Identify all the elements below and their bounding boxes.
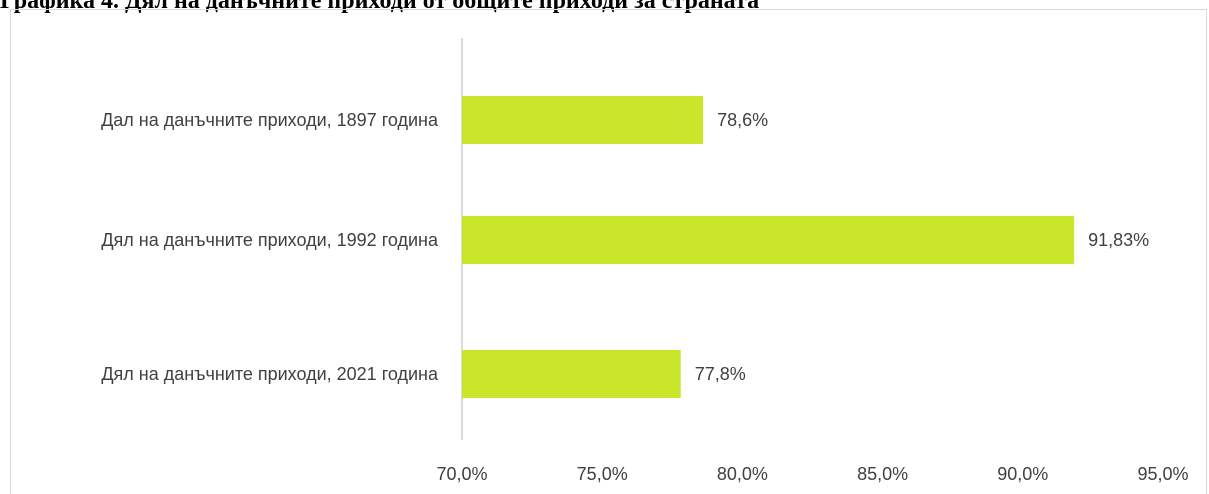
category-label: Дял на данъчните приходи, 1992 година xyxy=(101,230,439,250)
x-tick-label: 85,0% xyxy=(857,464,908,484)
chart-frame xyxy=(10,9,1207,494)
bar-3 xyxy=(462,350,681,398)
x-tick-label: 75,0% xyxy=(577,464,628,484)
x-tick-label: 70,0% xyxy=(436,464,487,484)
data-label: 91,83% xyxy=(1088,230,1149,250)
category-label: Дал на данъчните приходи, 1897 година xyxy=(101,110,439,130)
x-tick-label: 80,0% xyxy=(717,464,768,484)
chart-title: Графика 4. Дял на данъчните приходи от о… xyxy=(0,0,760,14)
bar-2 xyxy=(462,216,1075,264)
bar-1 xyxy=(462,96,704,144)
category-label: Дял на данъчните приходи, 2021 година xyxy=(101,364,439,384)
x-tick-label: 95,0% xyxy=(1137,464,1188,484)
data-label: 77,8% xyxy=(695,364,746,384)
x-tick-label: 90,0% xyxy=(997,464,1048,484)
data-label: 78,6% xyxy=(717,110,768,130)
